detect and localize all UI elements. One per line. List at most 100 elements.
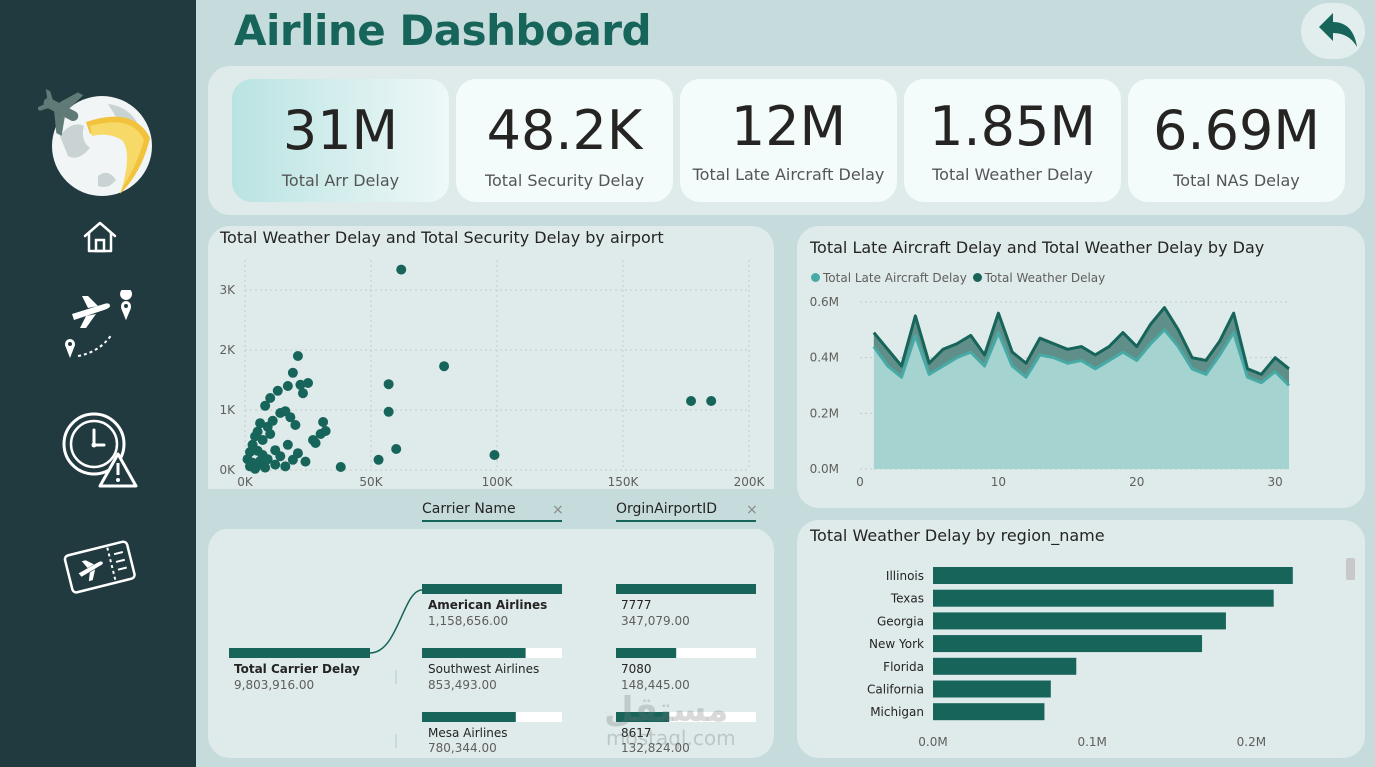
page-title: Airline Dashboard: [234, 6, 652, 55]
carrier-node-name[interactable]: Mesa Airlines: [428, 726, 508, 740]
kpi-card-weather-delay[interactable]: 1.85M Total Weather Delay: [904, 79, 1121, 202]
carrier-node-name[interactable]: American Airlines: [428, 598, 548, 612]
field-origin-airport[interactable]: OrginAirportID: [616, 501, 756, 522]
region-bar: [933, 703, 1045, 721]
carrier-node-value: 780,344.00: [428, 741, 497, 755]
y-tick-label: 0.2M: [810, 406, 839, 420]
area-legend: Total Late Aircraft Delay Total Weather …: [811, 271, 1105, 285]
scatter-point: [270, 445, 281, 456]
airport-bar: [616, 648, 677, 658]
back-arrow-icon: [1319, 13, 1357, 47]
kpi-label: Total NAS Delay: [1173, 171, 1300, 190]
x-tick-label: 30: [1268, 475, 1283, 489]
scatter-point: [265, 429, 276, 439]
remove-carrier-name-icon[interactable]: ×: [552, 502, 564, 518]
area-chart[interactable]: 0.0M 0.2M 0.4M 0.6M 0 10 20 30: [797, 288, 1365, 498]
airport-node-name[interactable]: 7777: [621, 598, 652, 612]
kpi-value: 1.85M: [929, 95, 1096, 158]
carrier-node-name[interactable]: Southwest Airlines: [428, 662, 540, 676]
kpi-value: 48.2K: [486, 99, 643, 162]
scatter-point: [287, 367, 298, 378]
y-tick-label: 0.6M: [810, 295, 839, 309]
scatter-point: [270, 459, 281, 470]
x-tick-label: 50K: [359, 475, 383, 489]
y-tick-label: 3K: [219, 283, 236, 297]
scatter-point: [383, 379, 394, 390]
scatter-point: [686, 396, 697, 406]
airport-node-value: 347,079.00: [621, 614, 690, 628]
scatter-point: [439, 361, 450, 372]
flight-route-icon[interactable]: [60, 290, 140, 364]
kpi-value: 12M: [730, 95, 847, 158]
scatter-point: [706, 396, 717, 406]
scatter-point: [489, 450, 500, 460]
carrier-node-value: 1,158,656.00: [428, 614, 509, 628]
scatter-point: [280, 461, 291, 472]
scatter-point: [287, 454, 298, 465]
region-bar: [933, 612, 1226, 630]
kpi-label: Total Late Aircraft Delay: [692, 165, 885, 184]
field-carrier-name[interactable]: Carrier Name: [422, 501, 562, 522]
scatter-point: [275, 408, 286, 418]
x-tick-label: 20: [1129, 475, 1144, 489]
scatter-point: [260, 400, 271, 411]
airport-node-name[interactable]: 8617: [621, 726, 652, 740]
kpi-card-arr-delay[interactable]: 31M Total Arr Delay: [232, 79, 449, 202]
late-aircraft-area: [873, 329, 1289, 469]
tree-connector: [369, 589, 423, 654]
scatter-point: [300, 456, 311, 467]
scatter-point: [303, 378, 313, 388]
watermark-logo: مستقل: [604, 690, 729, 730]
area-title: Total Late Aircraft Delay and Total Weat…: [810, 238, 1265, 257]
region-label: Florida: [883, 660, 924, 674]
x-tick-label: 150K: [608, 475, 640, 489]
scatter-point: [255, 418, 266, 429]
kpi-card-late-aircraft-delay[interactable]: 12M Total Late Aircraft Delay: [680, 79, 897, 202]
region-bar: [933, 567, 1293, 584]
scatter-chart[interactable]: 0K 1K 2K 3K 0K 50K 100K 150K 200K: [208, 250, 774, 490]
legend-swatch-weather: [972, 273, 982, 282]
x-tick-label: 0.0M: [918, 735, 947, 749]
kpi-card-security-delay[interactable]: 48.2K Total Security Delay: [456, 79, 673, 202]
carrier-bar: [422, 648, 526, 658]
root-node-value: 9,803,916.00: [234, 678, 315, 692]
x-tick-label: 0: [856, 475, 864, 489]
carrier-bar: [422, 712, 516, 722]
home-icon[interactable]: [81, 218, 119, 256]
boarding-ticket-icon[interactable]: [62, 538, 138, 598]
scatter-point: [373, 454, 384, 465]
x-tick-label: 200K: [734, 475, 766, 489]
airport-bar: [616, 584, 756, 594]
root-node-name: Total Carrier Delay: [234, 662, 360, 676]
airport-node-value: 148,445.00: [621, 678, 690, 692]
scatter-point: [282, 381, 293, 391]
x-tick-label: 100K: [482, 475, 514, 489]
airline-logo-icon: [38, 88, 152, 196]
region-bar: [933, 680, 1051, 698]
bar-chart[interactable]: Illinois Texas Georgia New York Florida Calif…: [797, 552, 1357, 756]
region-bar: [933, 589, 1274, 607]
x-tick-label: 0.2M: [1237, 735, 1266, 749]
kpi-value: 6.69M: [1153, 99, 1320, 162]
scatter-point: [391, 444, 402, 454]
x-tick-label: 0.1M: [1077, 735, 1106, 749]
bar-scrollbar[interactable]: [1346, 558, 1355, 580]
scatter-title: Total Weather Delay and Total Security D…: [220, 228, 664, 247]
scatter-point: [297, 388, 308, 399]
remove-origin-airport-icon[interactable]: ×: [746, 502, 758, 518]
x-tick-label: 0K: [237, 475, 254, 489]
y-tick-label: 1K: [219, 403, 236, 417]
kpi-card-nas-delay[interactable]: 6.69M Total NAS Delay: [1128, 79, 1345, 202]
scatter-point: [292, 351, 303, 361]
region-label: Michigan: [870, 705, 924, 719]
airport-node-name[interactable]: 7080: [621, 662, 652, 676]
sidebar: [0, 0, 196, 767]
scatter-point: [318, 417, 329, 427]
legend-label-weather: Total Weather Delay: [984, 271, 1106, 285]
scatter-point: [265, 393, 276, 403]
legend-swatch-late-aircraft: [811, 273, 820, 282]
kpi-label: Total Security Delay: [484, 171, 645, 190]
decomposition-field-strip: [208, 489, 774, 529]
delay-clock-icon[interactable]: [60, 410, 140, 490]
back-button[interactable]: [1301, 3, 1365, 59]
